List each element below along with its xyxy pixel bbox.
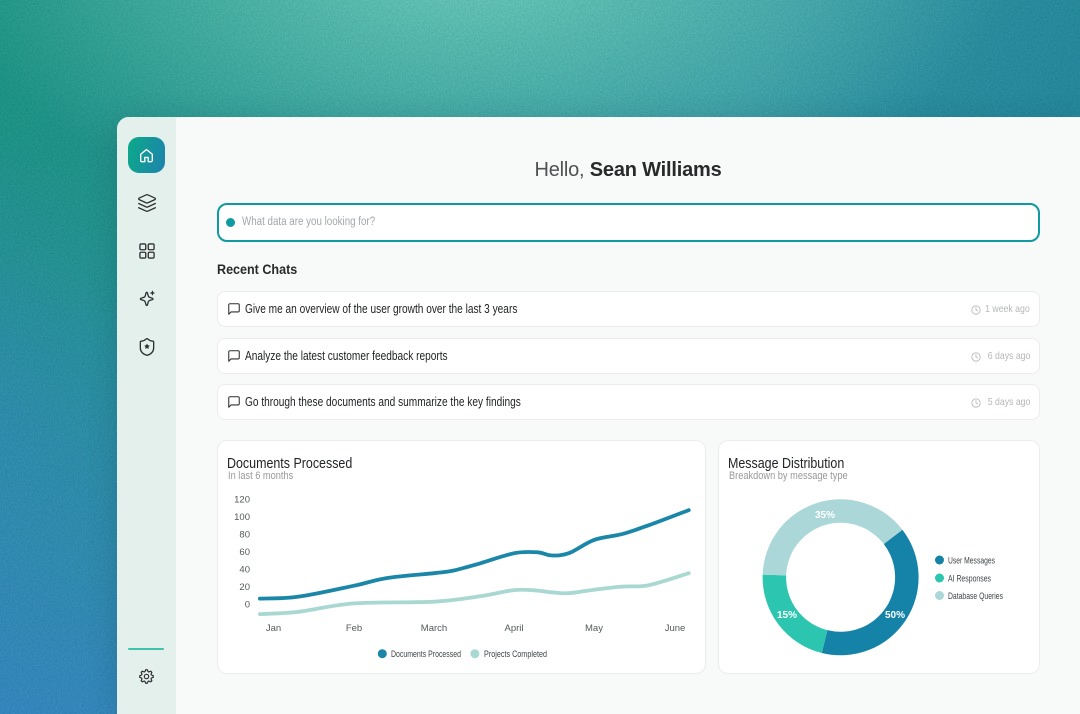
svg-text:Documents Processed: Documents Processed (391, 649, 461, 660)
svg-text:June: June (665, 623, 686, 634)
svg-text:Projects Completed: Projects Completed (484, 649, 547, 660)
svg-text:0: 0 (245, 600, 250, 611)
svg-text:May: May (585, 623, 603, 634)
svg-text:15%: 15% (777, 610, 797, 621)
svg-text:User Messages: User Messages (948, 556, 995, 567)
svg-text:80: 80 (239, 530, 250, 541)
svg-text:Database Queries: Database Queries (948, 591, 1003, 602)
svg-text:50%: 50% (885, 610, 905, 621)
svg-text:60: 60 (239, 547, 250, 558)
svg-text:March: March (421, 623, 447, 634)
svg-text:35%: 35% (815, 510, 835, 521)
svg-text:40: 40 (239, 565, 250, 576)
svg-text:Feb: Feb (346, 623, 362, 634)
svg-text:120: 120 (234, 495, 250, 506)
svg-text:AI Responses: AI Responses (948, 574, 991, 585)
svg-text:100: 100 (234, 512, 250, 523)
svg-text:Jan: Jan (266, 623, 281, 634)
svg-text:20: 20 (239, 582, 250, 593)
svg-text:April: April (504, 623, 523, 634)
